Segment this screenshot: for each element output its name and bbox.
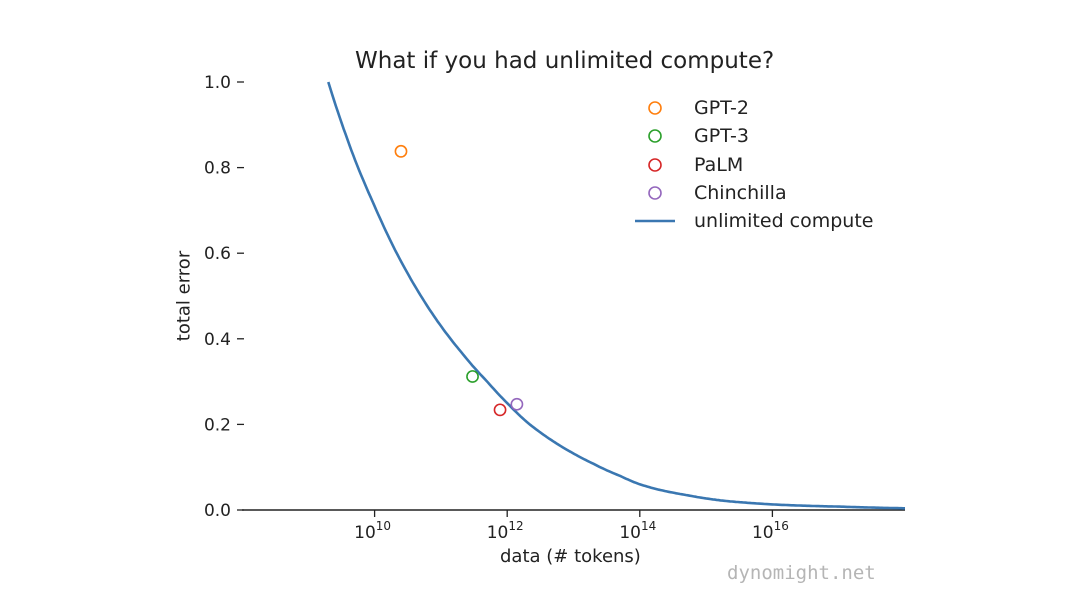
legend-marker-palm: [630, 151, 680, 179]
point-palm: [493, 403, 507, 417]
point-gpt-2: [394, 144, 408, 158]
y-tick-label: 0.6: [204, 244, 231, 264]
legend-label-unlimited-compute: unlimited compute: [694, 210, 874, 233]
legend-label-gpt3: GPT-3: [694, 125, 749, 148]
y-tick-label: 1.0: [204, 73, 231, 93]
chart-title: What if you had unlimited compute?: [355, 48, 775, 74]
x-tick-label: 1010: [354, 519, 391, 543]
legend-marker-gpt3: [630, 122, 680, 150]
x-tick-label: 1016: [752, 519, 789, 543]
y-tick-label: 0.8: [204, 159, 231, 179]
legend-label-chinchilla: Chinchilla: [694, 182, 787, 205]
y-tick-label: 0.0: [204, 501, 231, 521]
series-line-unlimited-compute: [327, 81, 905, 510]
y-axis-label: total error: [173, 250, 195, 342]
legend-marker-gpt2: [630, 94, 680, 122]
legend-marker-chinchilla: [630, 179, 680, 207]
legend-item-gpt2: GPT-2: [630, 94, 874, 122]
legend-item-unlimited-compute: unlimited compute: [630, 207, 874, 235]
x-tick-label: 1014: [619, 519, 656, 543]
curves: [327, 81, 905, 510]
points: [394, 144, 524, 417]
legend-marker-unlimited-compute: [630, 207, 680, 235]
legend-label-gpt2: GPT-2: [694, 97, 749, 120]
point-chinchilla: [510, 397, 524, 411]
y-tick-label: 0.4: [204, 330, 231, 350]
axes: 0.0 0.2 0.4 0.6 0.8 1.0 1010 1012 1014 1016: [204, 73, 905, 543]
legend-label-palm: PaLM: [694, 153, 744, 176]
legend-item-gpt3: GPT-3: [630, 122, 874, 150]
watermark: dynomight.net: [727, 562, 876, 584]
x-axis-label: data (# tokens): [500, 546, 641, 567]
legend: GPT-2 GPT-3 PaLM Chinchilla unlimited co…: [630, 94, 874, 235]
y-tick-label: 0.2: [204, 415, 231, 435]
legend-item-palm: PaLM: [630, 151, 874, 179]
legend-item-chinchilla: Chinchilla: [630, 179, 874, 207]
x-tick-label: 1012: [487, 519, 524, 543]
point-gpt-3: [466, 370, 479, 383]
